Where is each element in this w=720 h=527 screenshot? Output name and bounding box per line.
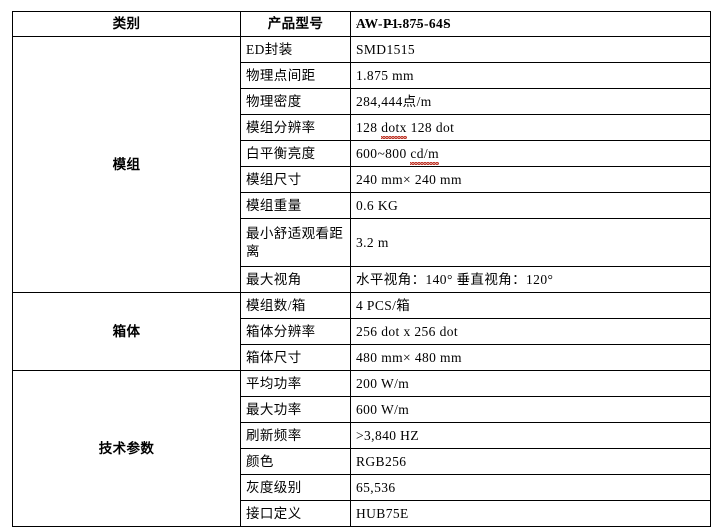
- param-name-cell: 白平衡亮度: [240, 140, 351, 167]
- table-body: 类别 产品型号 AW-P1.875-64S 模组 ED封装 SMD1515 物理点间距 1.8…: [12, 11, 711, 527]
- table-row: 模组 ED封装 SMD1515: [12, 36, 711, 293]
- table-row: 物理密度 284,444点/m: [13, 88, 711, 115]
- param-value-cell: 4 PCS/箱: [350, 292, 711, 319]
- table-row: 白平衡亮度 600~800 cd/m: [13, 140, 711, 167]
- param-value-cell: 3.2 m: [350, 218, 711, 267]
- table-row: 模组分辨率 128 dotx 128 dot: [13, 114, 711, 141]
- header-product-model: 产品型号: [240, 11, 351, 37]
- param-value-cell: >3,840 HZ: [350, 422, 711, 449]
- category-cell-1: 箱体: [12, 292, 241, 371]
- category-cell-0: 模组: [12, 36, 241, 293]
- param-name-cell: 刷新频率: [240, 422, 351, 449]
- table-row: 箱体 模组数/箱 4 PCS/箱: [12, 292, 711, 371]
- param-name-cell: 平均功率: [240, 370, 351, 397]
- param-value-cell: 128 dotx 128 dot: [350, 114, 711, 141]
- param-name-cell: 箱体分辨率: [240, 318, 351, 345]
- param-name-cell: ED封装: [240, 36, 351, 63]
- param-name-cell: 模组尺寸: [240, 166, 351, 193]
- table-row: 最小舒适观看距离 3.2 m: [13, 218, 711, 267]
- table-header-row: 类别 产品型号 AW-P1.875-64S: [12, 11, 711, 37]
- header-category: 类别: [12, 11, 241, 37]
- param-value-cell: 水平视角：140° 垂直视角：120°: [350, 266, 711, 293]
- param-value-cell: 480 mm× 480 mm: [350, 344, 711, 371]
- header-model-number: AW-P1.875-64S: [350, 11, 711, 37]
- table-row: 箱体尺寸 480 mm× 480 mm: [13, 344, 711, 371]
- param-name-cell: 接口定义: [240, 500, 351, 527]
- param-value-cell: SMD1515: [350, 36, 711, 63]
- table-row: 最大功率 600 W/m: [13, 396, 711, 423]
- param-value-cell: 65,536: [350, 474, 711, 501]
- led-specification-table: 类别 产品型号 AW-P1.875-64S 模组 ED封装 SMD1515 物理点间距 1.8…: [12, 11, 711, 527]
- param-value-cell: 200 W/m: [350, 370, 711, 397]
- param-value-cell: 256 dot x 256 dot: [350, 318, 711, 345]
- param-value-cell: 0.6 KG: [350, 192, 711, 219]
- param-name-cell: 物理密度: [240, 88, 351, 115]
- param-value-cell: 600~800 cd/m: [350, 140, 711, 167]
- param-name-cell: 最小舒适观看距离: [240, 218, 351, 267]
- param-value-cell: 284,444点/m: [350, 88, 711, 115]
- category-cell-2: 技术参数: [12, 370, 241, 527]
- param-name-cell: 灰度级别: [240, 474, 351, 501]
- table-row: 物理点间距 1.875 mm: [13, 62, 711, 89]
- table-row: 刷新频率 >3,840 HZ: [13, 422, 711, 449]
- spellcheck-underline: dotx: [381, 119, 407, 140]
- param-name-cell: 最大功率: [240, 396, 351, 423]
- param-name-cell: 最大视角: [240, 266, 351, 293]
- param-name-cell: 模组重量: [240, 192, 351, 219]
- table-row: 技术参数 平均功率 200 W/m: [12, 370, 711, 527]
- param-name-cell: 箱体尺寸: [240, 344, 351, 371]
- param-value-cell: 1.875 mm: [350, 62, 711, 89]
- table-row: 灰度级别 65,536: [13, 474, 711, 501]
- param-name-cell: 模组分辨率: [240, 114, 351, 141]
- spellcheck-underline: cd/m: [410, 145, 439, 166]
- param-name-cell: 颜色: [240, 448, 351, 475]
- table-row: 箱体分辨率 256 dot x 256 dot: [13, 318, 711, 345]
- param-name-cell: 物理点间距: [240, 62, 351, 89]
- param-value-cell: RGB256: [350, 448, 711, 475]
- param-name-cell: 模组数/箱: [240, 292, 351, 319]
- param-value-cell: 600 W/m: [350, 396, 711, 423]
- param-value-cell: HUB75E: [350, 500, 711, 527]
- param-value-cell: 240 mm× 240 mm: [350, 166, 711, 193]
